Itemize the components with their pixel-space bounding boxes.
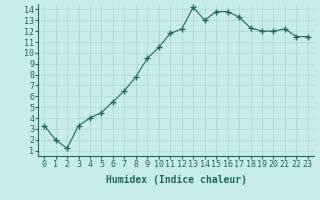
X-axis label: Humidex (Indice chaleur): Humidex (Indice chaleur): [106, 175, 246, 185]
